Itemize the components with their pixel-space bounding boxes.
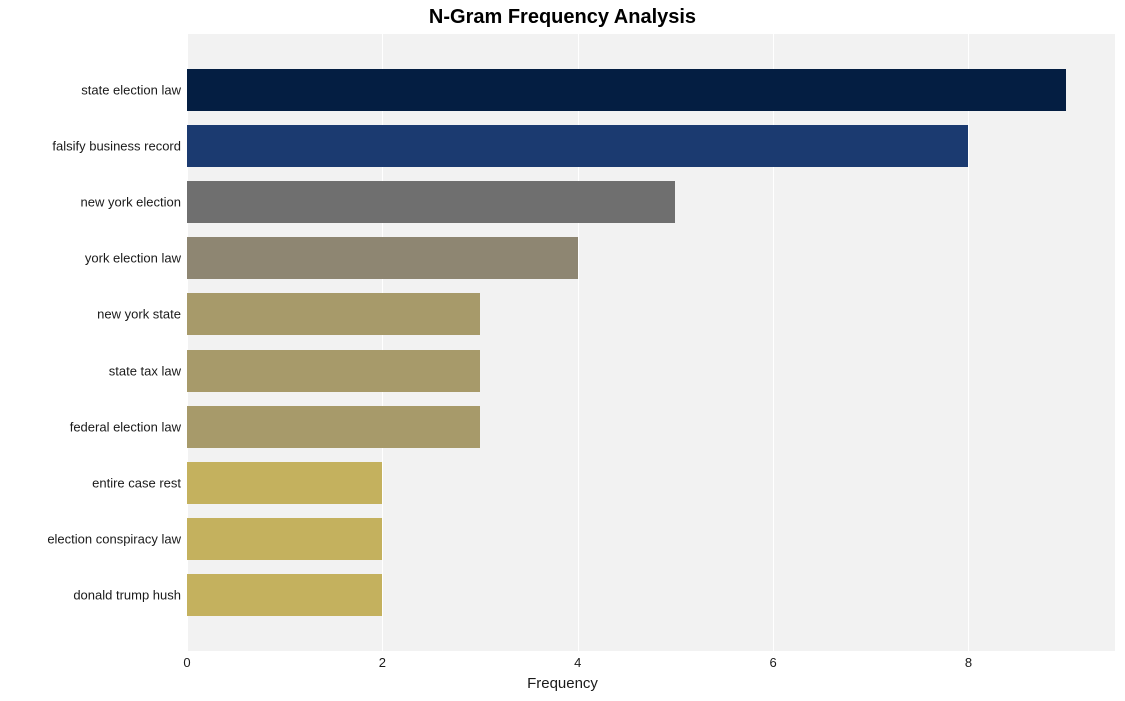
bar — [187, 406, 480, 448]
y-axis-category-label: state election law — [81, 83, 181, 98]
y-axis-category-label: federal election law — [70, 419, 181, 434]
bar — [187, 518, 382, 560]
bar — [187, 237, 578, 279]
x-axis-tick-label: 2 — [379, 655, 386, 670]
grid-line — [968, 34, 969, 651]
x-axis-tick-label: 0 — [183, 655, 190, 670]
y-axis-category-label: entire case rest — [92, 475, 181, 490]
x-axis-title: Frequency — [0, 675, 1125, 692]
x-axis-tick-label: 8 — [965, 655, 972, 670]
x-axis-tick-label: 4 — [574, 655, 581, 670]
y-axis-category-label: election conspiracy law — [47, 531, 181, 546]
x-axis-tick-label: 6 — [769, 655, 776, 670]
ngram-frequency-chart: N-Gram Frequency Analysis state election… — [0, 0, 1125, 701]
bar — [187, 350, 480, 392]
bar — [187, 181, 675, 223]
bar — [187, 574, 382, 616]
bar — [187, 125, 968, 167]
y-axis-category-label: new york state — [97, 307, 181, 322]
bar — [187, 293, 480, 335]
y-axis-category-label: new york election — [81, 195, 181, 210]
y-axis-category-label: falsify business record — [52, 139, 181, 154]
y-axis-category-label: donald trump hush — [73, 587, 181, 602]
bar — [187, 69, 1066, 111]
y-axis-category-label: state tax law — [109, 363, 181, 378]
y-axis-category-label: york election law — [85, 251, 181, 266]
plot-area — [187, 34, 1115, 651]
bar — [187, 462, 382, 504]
chart-title: N-Gram Frequency Analysis — [0, 6, 1125, 29]
